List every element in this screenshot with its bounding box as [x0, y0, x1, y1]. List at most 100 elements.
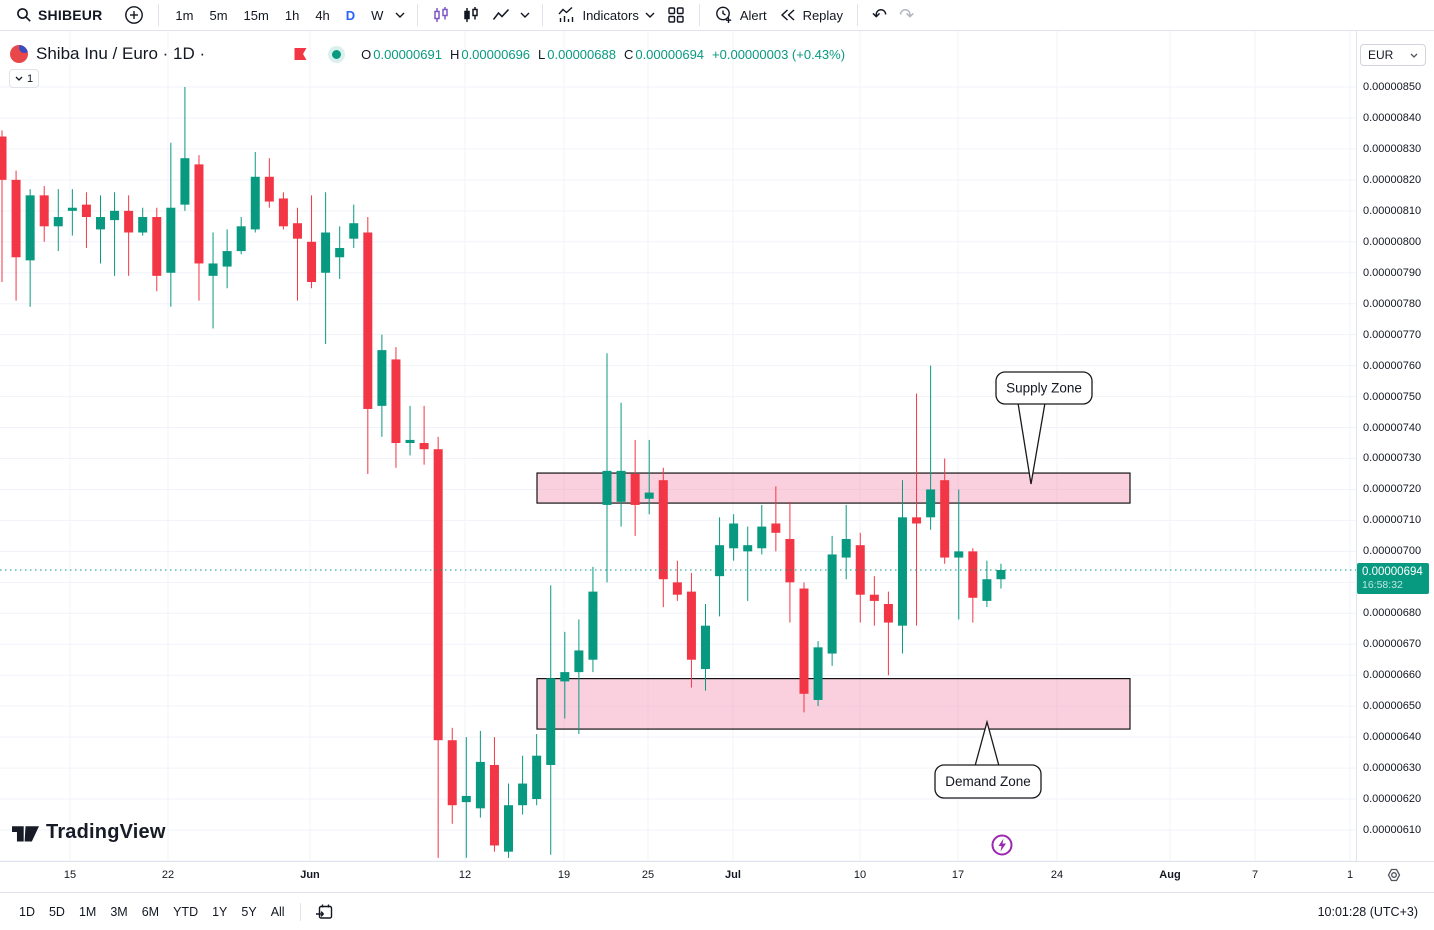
candle-body — [940, 480, 950, 558]
chart-style-candles-button[interactable] — [426, 2, 456, 28]
candle-body — [194, 164, 204, 264]
tradingview-logo-icon — [12, 826, 39, 842]
timeframe-4h[interactable]: 4h — [315, 7, 330, 23]
axis-settings-gear-icon[interactable] — [1386, 867, 1402, 883]
price-axis-label: 0.00000710 — [1363, 514, 1422, 527]
compare-add-button[interactable] — [118, 2, 150, 28]
timeframes-expand-button[interactable] — [391, 2, 409, 28]
replay-button[interactable]: Replay — [773, 2, 849, 28]
time-axis-label-1: 1 — [1346, 869, 1354, 881]
candle-body — [292, 223, 302, 239]
range-1D[interactable]: 1D — [19, 904, 35, 919]
candle-body — [419, 443, 429, 450]
price-axis-label: 0.00000660 — [1363, 669, 1422, 682]
top-toolbar: SHIBEUR 1m 5m 15m 1h 4h D W Indicators — [0, 0, 1434, 31]
timeframe-1h[interactable]: 1h — [284, 7, 300, 23]
layout-templates-button[interactable] — [661, 2, 691, 28]
ohlc-key-L: L — [538, 46, 546, 62]
candle-body — [81, 204, 91, 218]
time-axis-label-10: 10 — [853, 869, 867, 881]
candle-body — [518, 783, 528, 806]
chart-style-hollow-candles-button[interactable] — [456, 2, 486, 28]
callout-box — [934, 764, 1042, 799]
currency-selector[interactable]: EUR — [1360, 44, 1426, 66]
replay-label: Replay — [802, 7, 844, 23]
range-YTD[interactable]: YTD — [173, 904, 199, 919]
ohlc-value-H: 0.00000696 — [461, 46, 531, 62]
timeframe-D[interactable]: D — [345, 7, 356, 23]
candle-body — [968, 551, 978, 598]
price-axis-label: 0.00000790 — [1363, 266, 1422, 279]
candle-body — [574, 650, 584, 673]
price-axis-label: 0.00000810 — [1363, 204, 1422, 217]
price-axis[interactable]: EUR 0.00000850 0.00000840 0.00000830 0.0000… — [1356, 31, 1434, 861]
candle-body — [630, 473, 640, 505]
time-axis-label-7: 7 — [1251, 869, 1259, 881]
redo-button[interactable]: ↷ — [893, 2, 920, 28]
undo-button[interactable]: ↶ — [866, 2, 893, 28]
timeframe-1m[interactable]: 1m — [175, 7, 194, 23]
time-axis-label-15: 15 — [63, 869, 77, 881]
range-All[interactable]: All — [270, 904, 285, 919]
supply-zone-rect — [536, 472, 1131, 504]
candle-body — [67, 207, 77, 211]
go-to-date-button[interactable] — [309, 899, 340, 925]
chart-legend[interactable]: Shiba Inu / Euro · 1D · O 0.00000691 H 0.00… — [10, 44, 845, 64]
candle-body — [785, 538, 795, 583]
callout-label: Supply Zone — [1006, 381, 1082, 396]
timeframe-5m[interactable]: 5m — [209, 7, 228, 23]
candle-body — [363, 232, 373, 409]
tradingview-watermark: TradingView — [12, 821, 166, 844]
range-1M[interactable]: 1M — [78, 904, 97, 919]
candle-body — [869, 594, 879, 601]
ohlc-key-C: C — [623, 46, 634, 62]
chevron-down-icon — [645, 12, 655, 18]
range-6M[interactable]: 6M — [141, 904, 160, 919]
watermark-text: TradingView — [46, 821, 166, 843]
candle-body — [672, 582, 682, 595]
candle-body — [124, 210, 134, 233]
candle-body — [391, 359, 401, 444]
range-3M[interactable]: 3M — [110, 904, 128, 919]
indicators-icon — [558, 6, 574, 22]
indicators-button[interactable]: Indicators — [551, 2, 660, 28]
range-5Y[interactable]: 5Y — [241, 904, 257, 919]
timeframe-15m[interactable]: 15m — [243, 7, 269, 23]
price-axis-label: 0.00000850 — [1363, 81, 1422, 93]
legend-collapse-button[interactable]: 1 — [9, 69, 40, 88]
price-axis-label: 0.00000830 — [1363, 142, 1422, 155]
indicators-label: Indicators — [582, 7, 639, 23]
undo-icon: ↶ — [872, 4, 888, 25]
flag-icon[interactable] — [293, 47, 308, 61]
currency-label: EUR — [1368, 48, 1394, 62]
alert-button[interactable]: Alert — [708, 2, 773, 28]
candle-body — [715, 545, 725, 577]
range-5D[interactable]: 5D — [48, 904, 65, 919]
range-1Y[interactable]: 1Y — [212, 904, 228, 919]
candle-body — [208, 263, 218, 276]
timeframe-W[interactable]: W — [371, 7, 384, 23]
candle-body — [644, 492, 654, 499]
candle-body — [264, 176, 274, 202]
chart-style-line-button[interactable] — [486, 2, 516, 28]
candle-body — [686, 591, 696, 660]
price-axis-label: 0.00000640 — [1363, 731, 1422, 744]
candle-body — [743, 545, 753, 552]
candle-body — [504, 805, 514, 852]
symbol-search-button[interactable]: SHIBEUR — [10, 2, 108, 28]
chart-style-expand-button[interactable] — [516, 2, 534, 28]
candle-body — [912, 517, 922, 524]
time-axis-label-24: 24 — [1050, 869, 1064, 881]
chart-pane: Supply Zone Demand Zone Shiba Inu / Euro … — [0, 31, 1356, 861]
session-clock[interactable]: 10:01:28 (UTC+3) — [1317, 904, 1418, 919]
chevron-down-icon — [15, 76, 23, 81]
time-axis[interactable]: 15 22 Jun 12 19 25 Jul 10 17 24 Aug 7 1 — [0, 861, 1434, 891]
symbol-name: SHIBEUR — [38, 7, 103, 23]
legend-title: Shiba Inu / Euro · 1D · — [36, 44, 206, 63]
lightning-icon[interactable] — [991, 834, 1013, 856]
chart-canvas[interactable]: Supply Zone Demand Zone — [0, 31, 1356, 861]
price-axis-label: 0.00000770 — [1363, 328, 1422, 341]
candle-body — [841, 538, 851, 558]
candle-body — [546, 678, 556, 765]
plus-circle-icon — [125, 6, 144, 24]
